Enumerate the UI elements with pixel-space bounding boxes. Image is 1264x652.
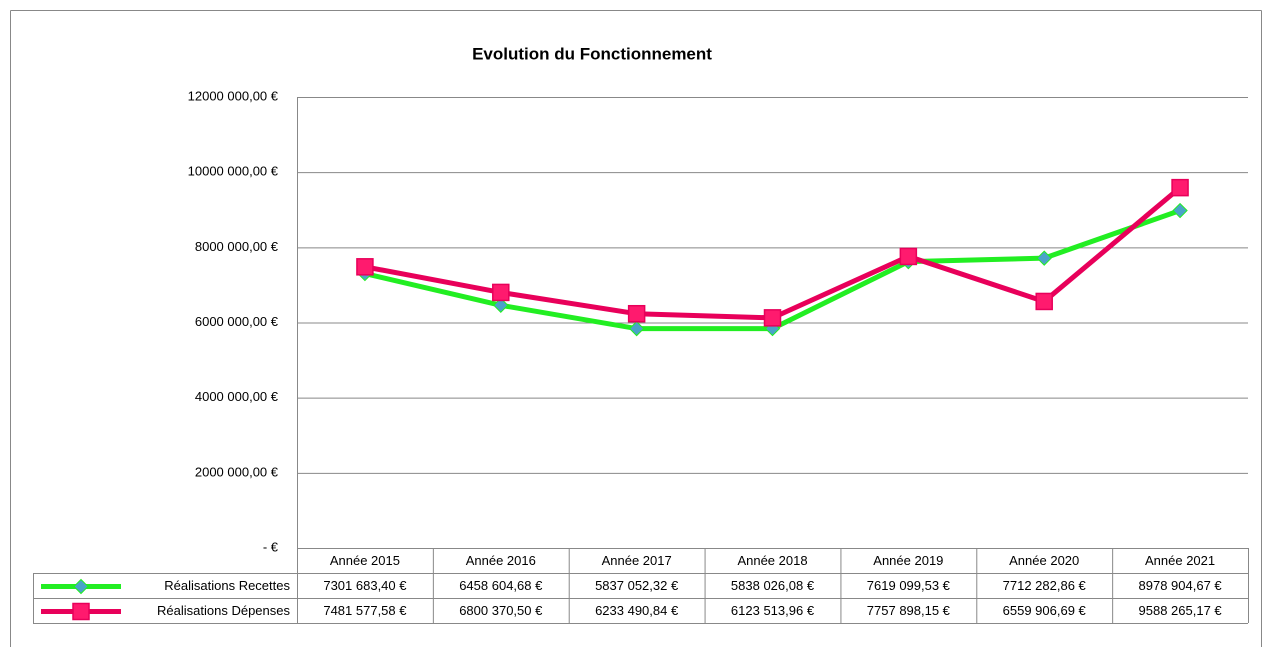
y-tick-label: - € [263, 539, 279, 554]
data-point [356, 258, 374, 276]
legend-label: Réalisations Recettes [164, 578, 290, 593]
data-point [763, 309, 782, 327]
data-point [1172, 202, 1188, 219]
data-point [628, 320, 645, 337]
table-value: 5837 052,32 € [595, 578, 679, 593]
data-point [493, 297, 509, 313]
table-value: 5838 026,08 € [731, 578, 815, 593]
y-tick-label: 4000 000,00 € [195, 389, 279, 404]
x-tick-label: Année 2018 [737, 553, 807, 568]
table-value: 9588 265,17 € [1139, 603, 1223, 618]
y-tick-label: 10000 000,00 € [188, 164, 279, 179]
table-value: 6800 370,50 € [459, 603, 543, 618]
y-tick-label: 12000 000,00 € [188, 88, 279, 103]
x-tick-label: Année 2020 [1009, 553, 1079, 568]
x-tick-label: Année 2019 [873, 553, 943, 568]
x-tick-label: Année 2017 [602, 553, 672, 568]
table-value: 6559 906,69 € [1003, 603, 1087, 618]
x-tick-label: Année 2016 [466, 553, 536, 568]
table-value: 6233 490,84 € [595, 603, 679, 618]
data-point [899, 247, 918, 266]
table-value: 7301 683,40 € [323, 578, 407, 593]
table-value: 7619 099,53 € [867, 578, 951, 593]
y-tick-label: 2000 000,00 € [195, 464, 279, 479]
x-tick-label: Année 2015 [330, 553, 400, 568]
y-tick-label: 6000 000,00 € [195, 314, 279, 329]
data-point [627, 304, 646, 323]
table-value: 7712 282,86 € [1003, 578, 1087, 593]
legend-label: Réalisations Dépenses [157, 603, 290, 618]
legend-marker [73, 578, 89, 595]
y-tick-label: 8000 000,00 € [195, 239, 279, 254]
legend-marker [72, 602, 90, 621]
table-value: 7481 577,58 € [323, 603, 407, 618]
data-point [1036, 250, 1052, 266]
table-value: 6123 513,96 € [731, 603, 815, 618]
table-value: 6458 604,68 € [459, 578, 543, 593]
table-value: 8978 904,67 € [1139, 578, 1223, 593]
data-point [1035, 292, 1053, 311]
x-tick-label: Année 2021 [1145, 553, 1215, 568]
data-point [492, 283, 510, 302]
table-value: 7757 898,15 € [867, 603, 951, 618]
data-point [1171, 178, 1189, 197]
chart-title: Evolution du Fonctionnement [472, 44, 712, 63]
